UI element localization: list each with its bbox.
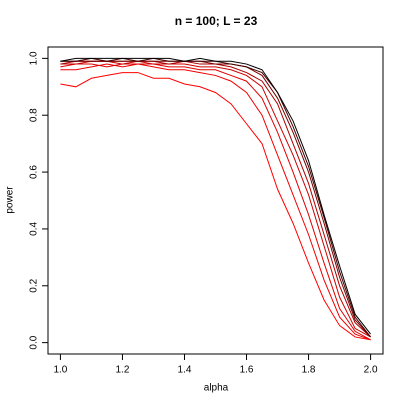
data-line bbox=[60, 72, 371, 341]
data-line bbox=[60, 57, 371, 338]
chart-title: n = 100; L = 23 bbox=[175, 14, 258, 28]
x-tick-label: 1.8 bbox=[302, 365, 316, 376]
y-tick-label: 0.8 bbox=[29, 108, 40, 122]
data-line bbox=[60, 60, 371, 338]
y-tick-label: 0.6 bbox=[29, 165, 40, 179]
x-axis-label: alpha bbox=[204, 383, 229, 394]
x-tick-label: 1.4 bbox=[178, 365, 192, 376]
plot-frame bbox=[47, 46, 384, 355]
y-tick-label: 0.0 bbox=[29, 335, 40, 349]
y-tick-label: 0.2 bbox=[29, 278, 40, 292]
x-tick-label: 1.0 bbox=[53, 365, 67, 376]
data-line bbox=[60, 63, 371, 341]
x-tick-label: 1.2 bbox=[115, 365, 129, 376]
y-tick-label: 1.0 bbox=[29, 51, 40, 65]
data-line bbox=[60, 63, 371, 341]
data-line bbox=[60, 57, 371, 335]
data-line bbox=[60, 60, 371, 338]
x-tick-label: 2.0 bbox=[364, 365, 378, 376]
y-tick-label: 0.4 bbox=[29, 222, 40, 236]
data-line bbox=[60, 60, 371, 338]
y-axis-label: power bbox=[5, 186, 16, 214]
x-tick-label: 1.6 bbox=[240, 365, 254, 376]
